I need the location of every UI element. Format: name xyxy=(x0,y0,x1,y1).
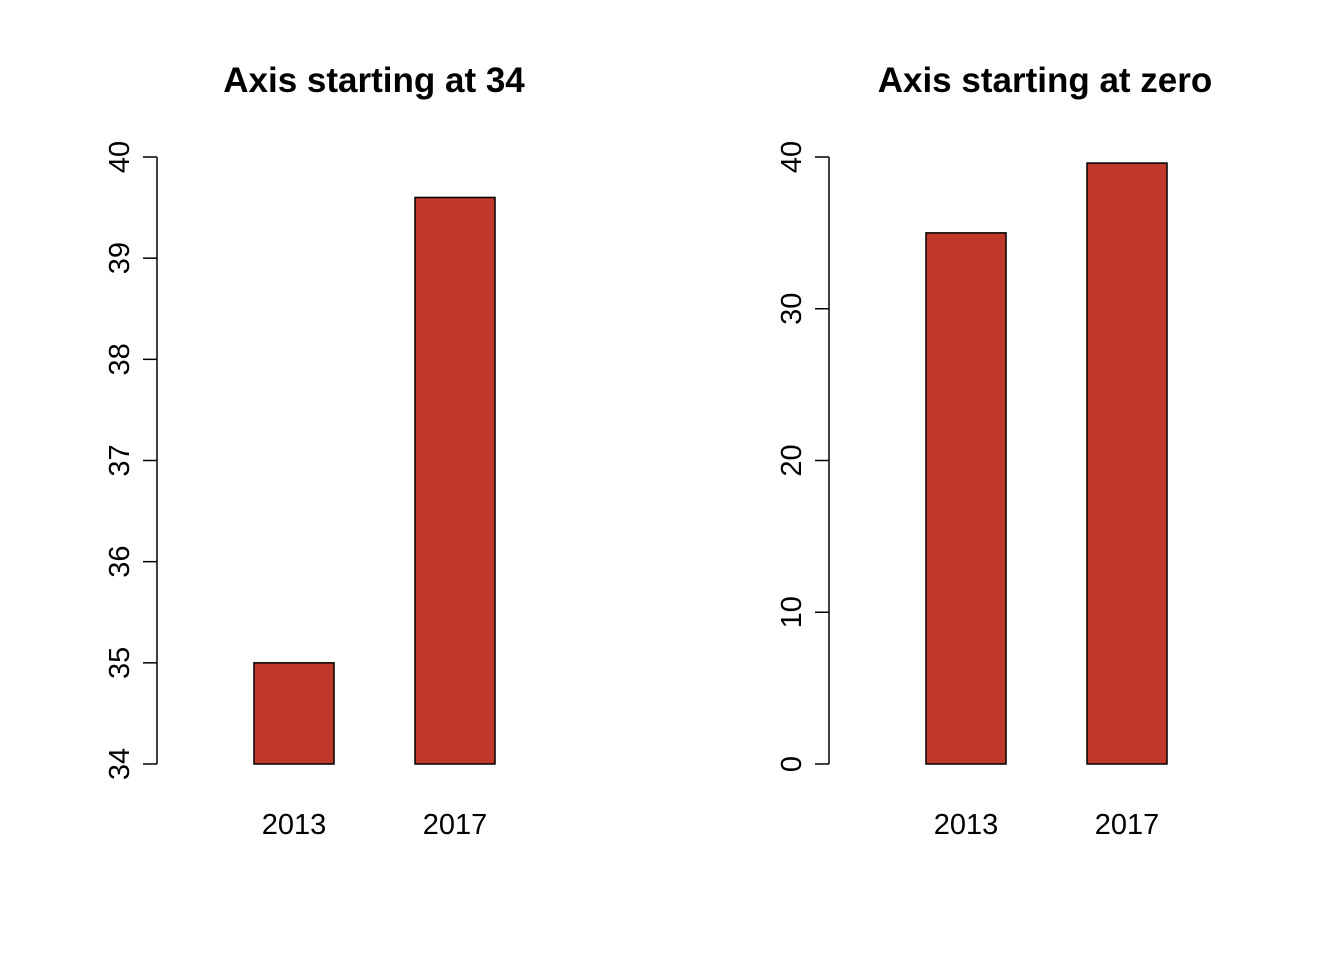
right-bar-2013 xyxy=(925,232,1007,765)
right-y-tick-label: 30 xyxy=(776,293,808,325)
left-x-category-label: 2013 xyxy=(262,809,327,841)
left-bar-2013 xyxy=(253,662,335,765)
left-y-tick-label: 38 xyxy=(104,343,136,375)
left-y-tick-label: 40 xyxy=(104,141,136,173)
right-y-tick-label: 20 xyxy=(776,444,808,476)
left-chart-title: Axis starting at 34 xyxy=(223,61,525,100)
left-y-tick-label: 36 xyxy=(104,546,136,578)
left-y-tick-label: 39 xyxy=(104,242,136,274)
left-y-tick-label: 37 xyxy=(104,444,136,476)
left-x-category-label: 2017 xyxy=(423,809,488,841)
right-chart-title: Axis starting at zero xyxy=(878,61,1213,100)
right-x-category-label: 2017 xyxy=(1095,809,1160,841)
left-y-tick-label: 34 xyxy=(104,748,136,780)
left-chart-panel: Axis starting at 34 34 35 36 37 38 39 40 2013 20… xyxy=(104,61,525,841)
right-y-tick-label: 10 xyxy=(776,596,808,628)
right-y-tick-label: 40 xyxy=(776,141,808,173)
right-y-tick-label: 0 xyxy=(776,756,808,772)
left-bar-2017 xyxy=(414,196,496,765)
left-y-tick-label: 35 xyxy=(104,647,136,679)
right-chart-panel: Axis starting at zero 0 10 20 30 40 2013 2017 xyxy=(776,61,1212,841)
right-x-category-label: 2013 xyxy=(934,809,999,841)
right-bar-2017 xyxy=(1086,162,1168,765)
